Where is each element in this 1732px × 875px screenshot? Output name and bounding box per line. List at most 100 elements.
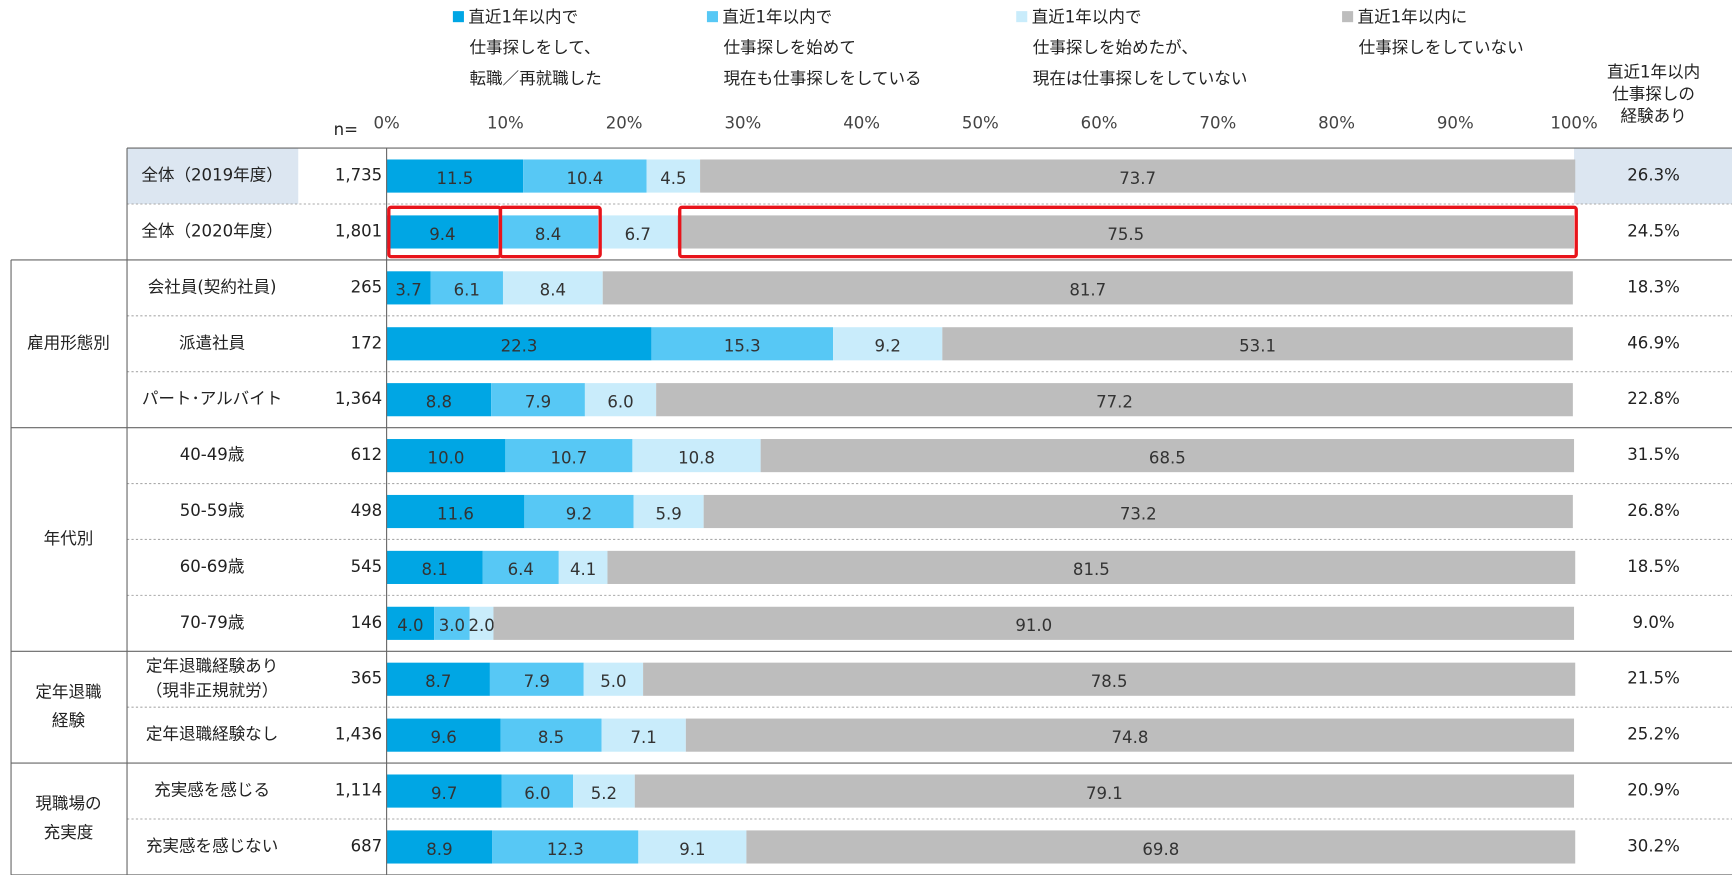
n-value: 612 [351, 445, 383, 464]
legend-label: 直近1年以内で [1032, 7, 1142, 26]
segment-label: 10.4 [566, 169, 603, 188]
bar-segment [491, 383, 585, 417]
bar-segment [430, 271, 503, 305]
highlight-box [498, 205, 602, 259]
segment-label: 9.7 [431, 784, 457, 803]
category-label: パート･アルバイト [142, 389, 282, 408]
bar-segment [583, 662, 644, 696]
n-value: 146 [351, 613, 383, 632]
bar-segment [498, 215, 598, 249]
segment-label: 8.1 [422, 560, 448, 579]
bar-segment [700, 159, 1576, 193]
total-value: 18.3% [1627, 277, 1680, 296]
bar-segment [634, 774, 1575, 808]
segment-label: 6.1 [454, 281, 480, 300]
x-tick-label: 0% [373, 113, 399, 132]
legend-label: 現在は仕事探しをしていない [1033, 69, 1248, 88]
segment-label: 6.4 [508, 560, 534, 579]
category-label: 定年退職経験あり [146, 657, 278, 676]
total-value: 46.9% [1627, 333, 1680, 352]
bar-segment [573, 774, 635, 808]
bar-segment [502, 271, 603, 305]
category-label: 充実感を感じない [146, 836, 278, 855]
category-label: 70-79歳 [180, 613, 245, 632]
category-label: 充実感を感じる [154, 781, 270, 800]
total-value: 20.9% [1627, 781, 1680, 800]
bar-segment [386, 662, 490, 696]
bar-segment [386, 159, 524, 193]
bar-segment [651, 327, 834, 361]
segment-label: 22.3 [501, 337, 538, 356]
segment-label: 4.1 [570, 560, 596, 579]
category-label: 定年退職経験なし [146, 725, 278, 744]
bar-segment [703, 494, 1573, 529]
category-label: （現非正規就労） [146, 681, 278, 700]
n-label: n= [334, 120, 358, 139]
x-tick-label: 60% [1081, 113, 1118, 132]
bar-segment [746, 830, 1576, 864]
bar-segment [386, 830, 493, 864]
segment-label: 6.0 [607, 393, 633, 412]
n-value: 172 [351, 333, 383, 352]
total-header: 直近1年以内 [1607, 62, 1700, 81]
total-value: 9.0% [1633, 613, 1675, 632]
bar-segment [524, 494, 634, 529]
segment-label: 4.5 [660, 169, 686, 188]
segment-label: 7.1 [631, 728, 657, 747]
category-label: 60-69歳 [180, 557, 245, 576]
x-tick-label: 80% [1318, 113, 1355, 132]
n-value: 1,735 [335, 166, 382, 185]
bar-segment [434, 606, 470, 640]
total-value: 18.5% [1627, 557, 1680, 576]
segment-label: 53.1 [1239, 337, 1276, 356]
row-highlight [127, 148, 299, 205]
total-value: 26.8% [1627, 501, 1680, 520]
total-value: 26.3% [1627, 166, 1680, 185]
group-label: 現職場の [35, 794, 101, 813]
group-label: 充実度 [44, 823, 94, 842]
segment-label: 8.8 [426, 393, 452, 412]
legend-label: 仕事探しを始めて [724, 38, 856, 57]
n-value: 265 [351, 277, 383, 296]
n-value: 365 [351, 669, 383, 688]
bar-segment [677, 215, 1575, 249]
segment-label: 81.5 [1073, 560, 1110, 579]
segment-label: 12.3 [547, 840, 584, 859]
legend-swatch [706, 11, 718, 23]
segment-label: 75.5 [1107, 225, 1144, 244]
segment-label: 8.4 [535, 225, 561, 244]
bar-segment [633, 494, 704, 529]
segment-label: 8.5 [538, 728, 564, 747]
segment-label: 10.0 [428, 448, 465, 467]
x-tick-label: 50% [962, 113, 999, 132]
x-tick-label: 100% [1550, 113, 1597, 132]
segment-label: 3.0 [439, 616, 465, 635]
segment-label: 3.7 [395, 281, 421, 300]
segment-label: 69.8 [1142, 840, 1179, 859]
bar-segment [505, 439, 633, 473]
total-value: 24.5% [1627, 221, 1680, 240]
x-tick-label: 90% [1437, 113, 1474, 132]
bar-segment [643, 662, 1576, 696]
segment-label: 9.2 [875, 337, 901, 356]
segment-label: 8.7 [425, 672, 451, 691]
bar-segment [386, 606, 435, 640]
segment-label: 77.2 [1096, 393, 1133, 412]
total-value: 31.5% [1627, 445, 1680, 464]
legend-label: 直近1年以内に [1358, 7, 1468, 26]
n-value: 498 [351, 501, 383, 520]
legend-label: 直近1年以内で [722, 7, 832, 26]
bar-segment [601, 718, 686, 752]
bar-segment [500, 718, 602, 752]
legend-label: 仕事探しをして、 [469, 38, 600, 57]
segment-label: 73.7 [1119, 169, 1156, 188]
legend-label: 直近1年以内で [468, 7, 578, 26]
segment-label: 8.4 [540, 281, 566, 300]
bar-segment [638, 830, 747, 864]
legend-swatch [452, 11, 464, 23]
total-value: 30.2% [1627, 836, 1680, 855]
segment-label: 10.8 [678, 448, 715, 467]
category-label: 全体（2020年度） [141, 221, 282, 240]
bar-segment [482, 550, 559, 584]
